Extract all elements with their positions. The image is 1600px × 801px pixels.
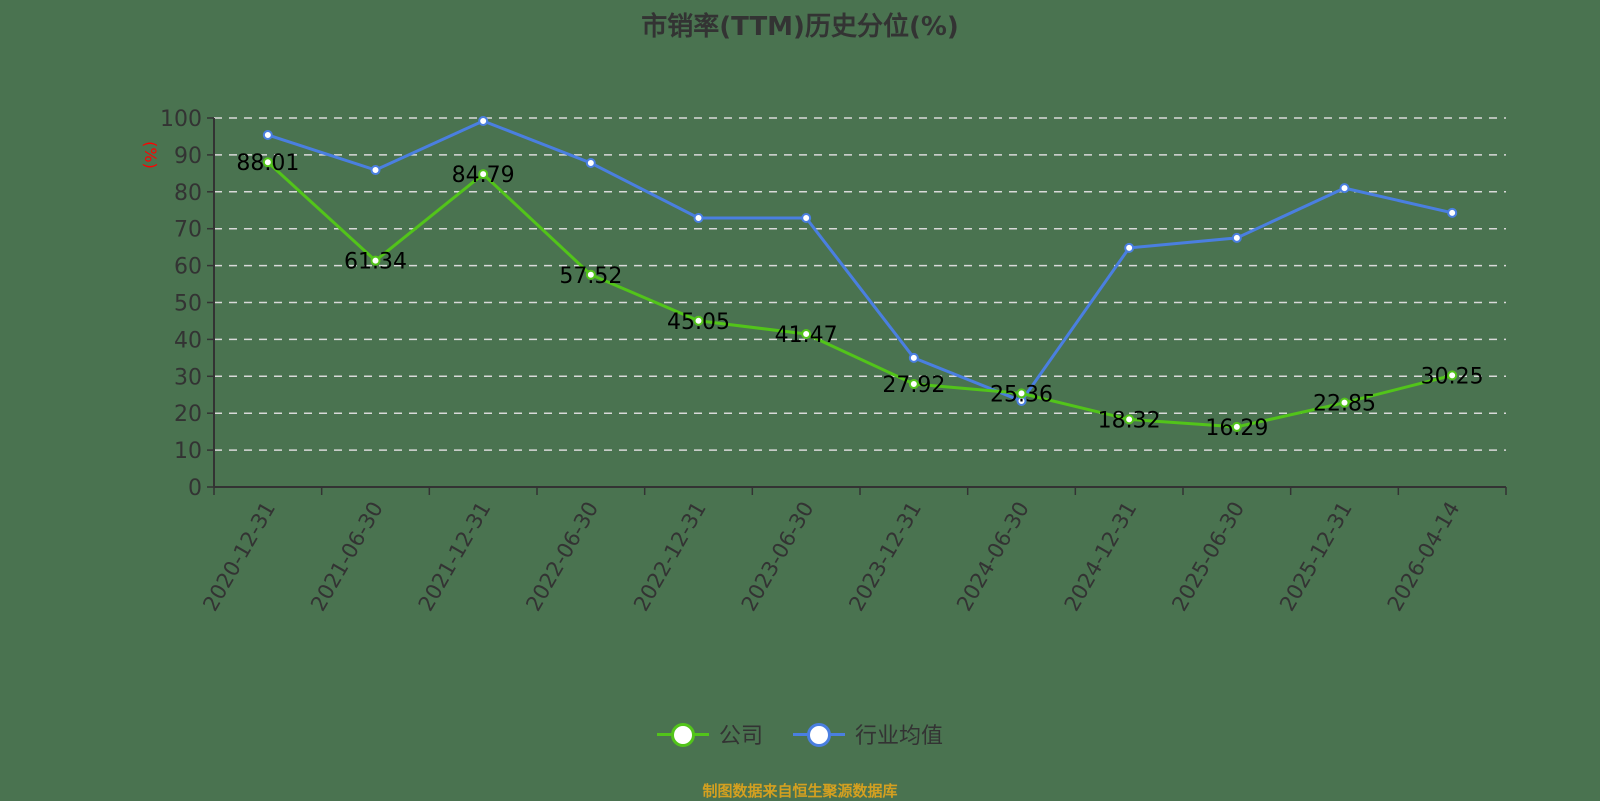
company-point[interactable] — [585, 269, 596, 280]
series-lines — [262, 115, 1458, 432]
legend-item-industry[interactable]: 行业均值 — [793, 718, 943, 750]
company-point[interactable] — [478, 169, 489, 180]
y-axis-unit-label: (%) — [141, 141, 160, 169]
legend-item-company[interactable]: 公司 — [656, 718, 763, 750]
y-tick-label: 30 — [174, 365, 202, 390]
legend-industry-label: 行业均值 — [855, 724, 944, 749]
industry-point[interactable] — [693, 212, 704, 223]
company-data-label: 88.01 — [236, 151, 299, 176]
company-point[interactable] — [262, 157, 273, 168]
company-data-label: 61.34 — [344, 250, 407, 275]
company-data-label: 57.52 — [559, 264, 622, 289]
company-data-label: 45.05 — [667, 310, 730, 335]
company-data-label: 30.25 — [1421, 364, 1484, 389]
x-tick-label: 2023-06-30 — [737, 498, 819, 616]
company-point[interactable] — [1339, 397, 1350, 408]
company-data-label: 16.29 — [1205, 416, 1268, 441]
y-tick-label: 0 — [188, 476, 202, 501]
source-note: 制图数据来自恒生聚源数据库 — [702, 782, 898, 800]
y-tick-label: 40 — [174, 328, 202, 353]
x-tick-label: 2021-12-31 — [414, 497, 496, 615]
company-point[interactable] — [908, 378, 919, 389]
grid-lines — [214, 117, 1506, 451]
company-point[interactable] — [1231, 421, 1242, 432]
x-tick-label: 2022-12-31 — [629, 498, 711, 616]
company-data-label: 84.79 — [452, 163, 515, 188]
industry-point[interactable] — [1447, 207, 1458, 218]
x-axis-tick-labels: 2020-12-31 2021-06-30 2021-12-31 2022-06-30… — [198, 497, 1464, 615]
x-tick-label: 2021-06-30 — [306, 498, 388, 616]
company-data-label: 22.85 — [1313, 392, 1376, 417]
legend-company-marker-icon — [656, 722, 709, 747]
x-tick-label: 2024-12-31 — [1060, 498, 1142, 616]
x-tick-label: 2022-06-30 — [521, 498, 603, 616]
company-data-label: 27.92 — [882, 373, 945, 398]
x-tick-label: 2026-04-14 — [1383, 498, 1465, 616]
y-tick-label: 50 — [174, 292, 202, 317]
industry-point[interactable] — [478, 115, 489, 126]
x-tick-label: 2023-12-31 — [844, 497, 926, 615]
industry-point[interactable] — [801, 212, 812, 223]
company-data-label: 18.32 — [1098, 408, 1161, 433]
company-point[interactable] — [370, 255, 381, 266]
industry-point[interactable] — [370, 165, 381, 176]
company-data-label: 41.47 — [775, 323, 838, 348]
company-point[interactable] — [1016, 388, 1027, 399]
y-tick-label: 100 — [160, 107, 202, 132]
industry-point[interactable] — [585, 158, 596, 169]
chart-title: 市销率(TTM)历史分位(%) — [641, 12, 959, 42]
y-tick-label: 70 — [174, 218, 202, 243]
x-tick-label: 2025-12-31 — [1275, 498, 1357, 616]
axes — [207, 117, 1507, 495]
company-data-label: 25.36 — [990, 382, 1053, 407]
legend-industry-marker-icon — [793, 722, 845, 747]
industry-point[interactable] — [1339, 183, 1350, 194]
company-point[interactable] — [801, 328, 812, 339]
industry-line — [267, 119, 1453, 403]
company-point[interactable] — [1124, 414, 1135, 425]
company-point[interactable] — [693, 315, 704, 326]
industry-point[interactable] — [262, 129, 273, 140]
y-tick-label: 80 — [174, 181, 202, 206]
y-tick-label: 20 — [174, 402, 202, 427]
y-tick-label: 10 — [174, 439, 202, 464]
company-point[interactable] — [1447, 370, 1458, 381]
x-tick-label: 2020-12-31 — [198, 498, 280, 616]
legend: 公司 行业均值 — [0, 718, 1600, 750]
industry-point[interactable] — [1124, 242, 1135, 253]
y-tick-label: 60 — [174, 255, 202, 280]
industry-point[interactable] — [1231, 232, 1242, 243]
y-axis-tick-labels: 0 10 20 30 40 50 60 70 80 90 100 — [160, 107, 202, 501]
industry-point[interactable] — [908, 352, 919, 363]
x-tick-label: 2025-06-30 — [1167, 498, 1249, 616]
data-labels: 88.01 61.34 84.79 57.52 45.05 41.47 27.92 25.36… — [236, 151, 1483, 441]
legend-company-label: 公司 — [718, 724, 763, 749]
y-tick-label: 90 — [174, 144, 202, 169]
x-tick-label: 2024-06-30 — [952, 498, 1034, 616]
company-line — [266, 161, 1453, 429]
